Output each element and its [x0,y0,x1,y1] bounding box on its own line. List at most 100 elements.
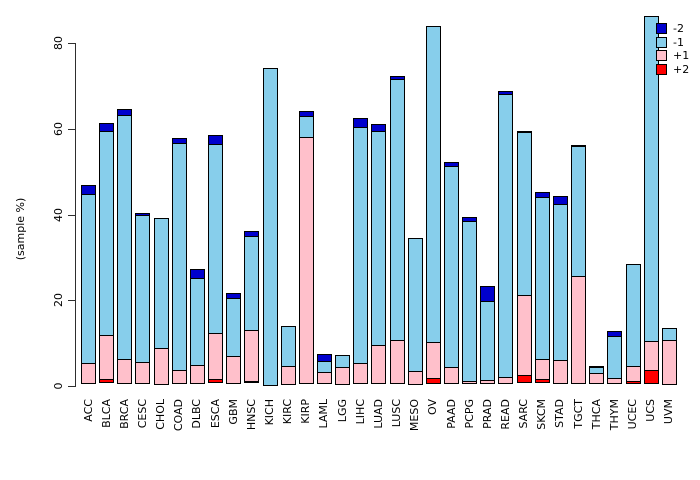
bar-HNSC-segment--1 [244,235,260,332]
bar-SKCM-segment-+2 [534,378,550,383]
bar-PCPG-segment--1 [462,220,478,382]
x-label-CESC: CESC [135,399,149,429]
x-label-CHOL: CHOL [154,399,168,430]
bar-LIHC-segment-+1 [353,363,369,384]
bar-UCEC-segment--1 [625,263,641,367]
bar-BRCA-segment--1 [117,114,133,360]
bar-UVM [661,328,677,385]
bar-MESO [407,237,423,385]
legend-item-+2: +2 [656,63,689,77]
bar-THCA-segment-+1 [589,373,605,385]
bar-DLBC [189,268,205,384]
bar-UCEC [625,263,641,384]
bar-PAAD-segment-+1 [444,367,459,384]
bar-KICH [262,67,278,386]
bar-BLCA-segment--1 [99,131,115,336]
bar-KIRC-segment-+1 [280,365,296,385]
bar-HNSC [244,230,260,383]
bar-OV-segment--1 [425,26,441,344]
x-label-THCA: THCA [589,399,603,430]
legend-swatch-+1 [656,50,667,62]
bar-OV [425,26,441,384]
bar-KICH-segment--1 [262,67,278,386]
bar-KIRC-segment--1 [280,326,296,367]
bar-LAML [316,353,332,384]
bar-COAD-segment-+1 [171,369,187,384]
bar-READ [498,91,514,384]
legend-swatch--2 [656,23,667,35]
y-axis-line [75,43,76,387]
legend-label-+2: +2 [673,62,690,76]
bar-PRAD [480,286,496,384]
x-label-PRAD: PRAD [480,399,494,429]
bar-KIRC [280,326,296,385]
y-axis-title: (sample %) [14,197,27,260]
bar-ESCA-segment-+1 [208,332,224,380]
bar-READ-segment--1 [498,93,514,378]
y-axis-tick [68,300,75,302]
legend-swatch--1 [656,36,667,48]
x-label-SARC: SARC [517,399,531,429]
bar-BLCA-segment-+2 [99,378,115,383]
legend-label--2: -2 [673,22,684,36]
legend-item-+1: +1 [656,49,689,63]
legend-item--1: -1 [656,36,689,50]
bar-OV-segment-+1 [425,342,441,380]
bar-ESCA-segment--1 [208,143,224,334]
x-label-GBM: GBM [226,399,240,425]
bar-ACC [81,184,96,384]
y-axis-tick-label: 40 [52,207,65,222]
legend-item--2: -2 [656,22,689,36]
y-axis-tick [68,129,75,131]
bar-MESO-segment-+1 [407,370,423,385]
bar-SARC [516,130,532,384]
bar-SARC-segment-+2 [516,374,532,384]
bar-UCS [643,15,659,384]
bar-LUSC [389,75,405,384]
x-label-HNSC: HNSC [244,399,258,431]
bar-HNSC-segment-+1 [244,330,260,382]
bar-LIHC-segment--1 [353,126,369,364]
x-label-BLCA: BLCA [99,399,113,428]
bar-CHOL [153,218,169,385]
bar-SKCM-segment-+1 [534,358,550,380]
bar-CHOL-segment-+1 [153,348,169,385]
bar-COAD [171,138,187,384]
bar-PAAD-segment--1 [444,165,459,369]
bar-STAD [552,196,568,384]
bar-BRCA-segment-+1 [117,358,133,384]
bar-HNSC-segment-+2 [244,380,260,383]
bar-ESCA [208,135,224,383]
bar-ESCA-segment-+2 [208,378,224,383]
bar-GBM-segment--1 [226,298,242,358]
x-label-KIRP: KIRP [299,399,313,424]
x-label-OV: OV [426,399,440,415]
bar-DLBC-segment-+1 [189,365,205,384]
bar-CESC-segment-+1 [135,362,151,384]
bar-LUAD [371,124,387,384]
bar-PRAD-segment--1 [480,301,496,381]
x-label-THYM: THYM [607,399,621,431]
legend-label-+1: +1 [673,49,690,63]
bar-PRAD-segment-+1 [480,379,496,384]
bar-BRCA [117,109,133,384]
x-label-BRCA: BRCA [117,399,131,429]
bar-LGG-segment-+1 [335,366,351,385]
bar-UCS-segment-+2 [643,369,659,384]
bar-CHOL-segment--1 [153,218,169,350]
x-label-SKCM: SKCM [535,399,549,430]
bar-THYM-segment-+1 [607,377,623,384]
bar-PCPG [462,216,478,384]
x-label-ACC: ACC [81,399,95,422]
bar-COAD-segment--1 [171,143,187,371]
bar-STAD-segment-+1 [552,360,568,384]
bar-UCEC-segment-+2 [625,380,641,384]
bar-PRAD-segment--2 [480,286,496,303]
y-axis-tick-label: 0 [52,382,65,390]
x-label-COAD: COAD [172,399,186,432]
x-label-UCEC: UCEC [626,399,639,430]
bar-THYM-segment--1 [607,336,623,379]
bar-PAAD [444,161,459,384]
x-label-STAD: STAD [553,399,567,428]
x-label-UVM: UVM [662,399,676,425]
